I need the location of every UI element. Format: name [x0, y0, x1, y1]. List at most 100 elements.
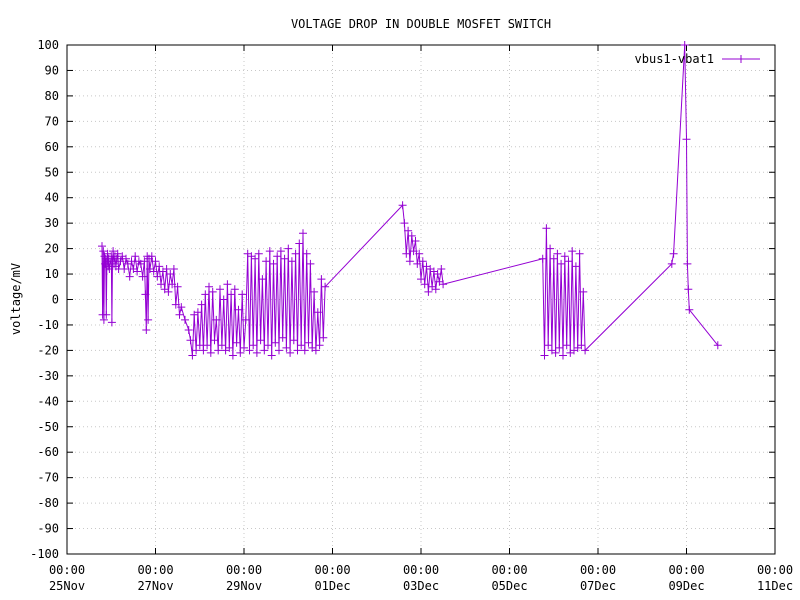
data-point: [142, 326, 151, 334]
y-tick-label: 80: [45, 89, 59, 103]
data-point: [581, 346, 590, 355]
data-point: [540, 351, 549, 360]
data-point: [122, 254, 130, 263]
series-line: [101, 44, 719, 356]
x-tick-label-date: 11Dec: [757, 579, 793, 593]
data-point: [417, 275, 425, 284]
data-point: [271, 338, 280, 347]
data-point: [562, 341, 571, 350]
y-tick-label: 40: [45, 191, 59, 205]
data-point: [321, 282, 330, 291]
data-point: [275, 346, 283, 355]
data-point: [214, 346, 223, 355]
data-point: [234, 305, 243, 314]
y-tick-label: -80: [37, 496, 59, 510]
data-point: [212, 315, 221, 324]
data-point: [278, 333, 287, 342]
data-point: [258, 275, 267, 284]
data-point: [579, 287, 588, 296]
plot-frame: [66, 44, 776, 555]
data-point: [431, 285, 440, 294]
data-point: [551, 348, 560, 357]
legend: vbus1-vbat1: [635, 52, 760, 66]
data-point: [228, 351, 237, 360]
x-tick-label-date: 29Nov: [226, 579, 262, 593]
data-point: [153, 272, 162, 281]
data-point: [116, 257, 125, 266]
data-point: [107, 318, 116, 327]
data-point: [252, 348, 261, 357]
data-point: [315, 341, 324, 350]
data-point: [313, 308, 322, 317]
data-point: [181, 315, 189, 324]
data-point: [437, 265, 446, 273]
data-point: [98, 242, 106, 251]
data-point: [284, 244, 293, 253]
data-point: [188, 351, 197, 360]
data-point: [219, 295, 228, 304]
data-point: [149, 267, 158, 276]
y-tick-label: -10: [37, 318, 59, 332]
data-point: [568, 247, 577, 256]
y-tick-label: -50: [37, 420, 59, 434]
x-tick-label-date: 27Nov: [137, 579, 173, 593]
data-point: [199, 346, 208, 355]
data-point: [306, 259, 315, 268]
x-tick-label-time: 00:00: [757, 563, 793, 577]
data-point: [287, 257, 296, 266]
data-point: [295, 239, 304, 248]
data-point: [249, 341, 258, 350]
data-point: [177, 303, 186, 312]
data-point: [311, 346, 320, 355]
data-point: [273, 252, 282, 261]
data-point: [291, 249, 300, 258]
x-tick-label-time: 00:00: [403, 563, 439, 577]
data-point: [300, 346, 309, 355]
data-point: [557, 259, 566, 268]
data-point: [260, 346, 269, 355]
data-point: [201, 290, 210, 299]
data-point: [560, 252, 569, 261]
data-point: [304, 338, 313, 347]
data-point: [133, 267, 142, 276]
data-point: [400, 219, 409, 228]
data-point: [286, 348, 295, 357]
x-tick-label-date: 25Nov: [49, 579, 85, 593]
data-point: [254, 249, 263, 258]
data-point: [680, 41, 689, 49]
x-tick-label-time: 00:00: [49, 563, 85, 577]
data-point: [195, 341, 204, 350]
data-point: [99, 247, 108, 256]
data-point: [302, 249, 311, 258]
data-point: [144, 315, 153, 324]
data-point: [420, 280, 429, 289]
x-tick-label-date: 05Dec: [491, 579, 527, 593]
x-tick-label-time: 00:00: [491, 563, 527, 577]
data-point: [102, 310, 111, 319]
data-point: [216, 285, 224, 294]
y-tick-label: -20: [37, 343, 59, 357]
data-point: [575, 249, 584, 258]
data-point: [577, 341, 586, 350]
data-point: [409, 247, 418, 256]
data-point: [217, 341, 226, 350]
x-tick-label-date: 03Dec: [403, 579, 439, 593]
data-point: [186, 336, 195, 345]
data-point: [280, 254, 289, 263]
y-tick-label: -100: [30, 547, 59, 561]
data-point: [411, 237, 420, 245]
data-point: [559, 351, 567, 360]
data-point: [245, 346, 254, 355]
y-axis-label: voltage/mV: [9, 263, 23, 335]
grid: [67, 45, 775, 554]
data-point: [546, 244, 555, 253]
data-point: [155, 262, 164, 271]
x-tick-label-time: 00:00: [137, 563, 173, 577]
y-tick-label: -70: [37, 471, 59, 485]
data-point: [264, 341, 272, 350]
data-point: [282, 343, 291, 352]
data-point: [164, 287, 173, 296]
data-point: [138, 272, 147, 281]
data-point: [184, 326, 193, 334]
